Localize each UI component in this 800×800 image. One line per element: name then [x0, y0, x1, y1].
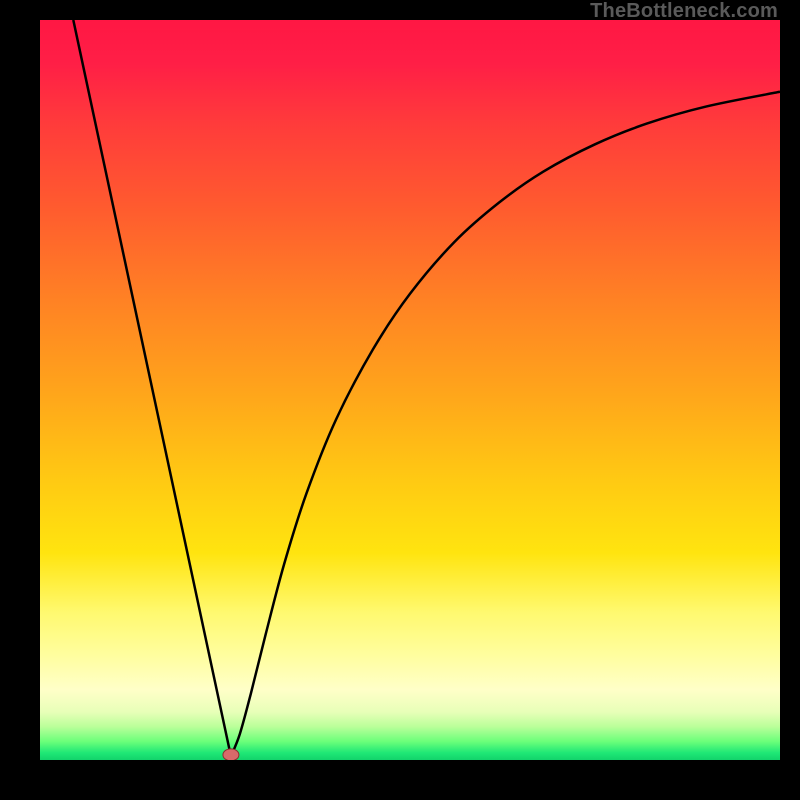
- curve-right-branch: [231, 92, 780, 757]
- curve-left-branch: [73, 20, 231, 756]
- chart-frame: TheBottleneck.com: [0, 0, 800, 800]
- minimum-marker: [223, 749, 239, 760]
- bottleneck-curve: [40, 20, 780, 760]
- plot-area: [40, 20, 780, 760]
